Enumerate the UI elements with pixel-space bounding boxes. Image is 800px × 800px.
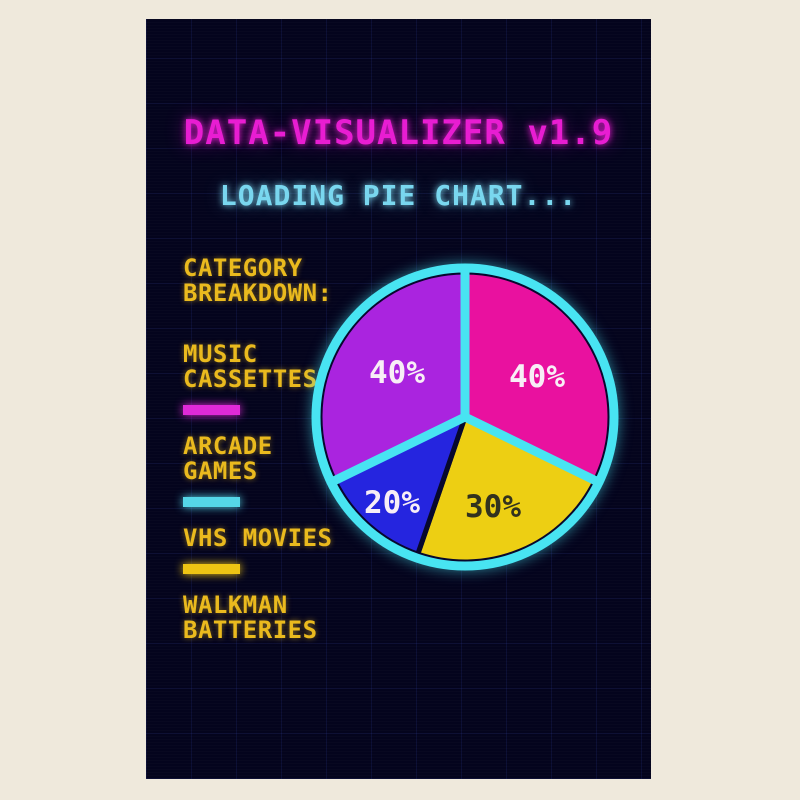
legend-header-line: CATEGORY — [183, 254, 303, 282]
legend-item-label: GAMES — [183, 457, 258, 485]
legend-item-vhs-movies: VHS MOVIES — [183, 526, 368, 574]
pie-outline-ring — [311, 263, 619, 571]
pie-separator-lower-right — [460, 412, 604, 487]
slice-label-bottom: 30% — [465, 489, 521, 525]
legend-header: CATEGORY BREAKDOWN: — [183, 256, 368, 306]
legend-item-music-cassettes: MUSIC CASSETTES — [183, 342, 368, 415]
slice-label-upper-left: 40% — [369, 355, 425, 391]
pie-separator-lower-left — [326, 412, 470, 487]
pie-chart: 40% 40% 30% 20% — [295, 247, 635, 587]
chart-legend: CATEGORY BREAKDOWN: MUSIC CASSETTES ARCA… — [183, 256, 368, 661]
legend-item-label: VHS MOVIES — [183, 524, 333, 552]
legend-item-label: MUSIC — [183, 340, 258, 368]
legend-item-arcade-games: ARCADE GAMES — [183, 434, 368, 507]
crt-screen-panel: DATA-VISUALIZER v1.9 LOADING PIE CHART..… — [146, 19, 651, 779]
loading-status-text: LOADING PIE CHART... — [219, 179, 578, 212]
legend-header-line: BREAKDOWN: — [183, 279, 333, 307]
legend-divider-bar — [183, 564, 240, 574]
pie-chart-svg: 40% 40% 30% 20% — [311, 263, 619, 571]
legend-divider-bar — [183, 497, 240, 507]
legend-item-walkman-batteries: WALKMAN BATTERIES — [183, 593, 368, 643]
app-title: DATA-VISUALIZER v1.9 — [183, 113, 614, 153]
slice-label-upper-right: 40% — [509, 359, 565, 395]
slice-label-bottom-left: 20% — [364, 485, 420, 521]
legend-divider-bar — [183, 405, 240, 415]
legend-item-label: ARCADE — [183, 432, 273, 460]
legend-item-label: CASSETTES — [183, 365, 318, 393]
legend-item-label: BATTERIES — [183, 616, 318, 644]
legend-item-label: WALKMAN — [183, 591, 288, 619]
